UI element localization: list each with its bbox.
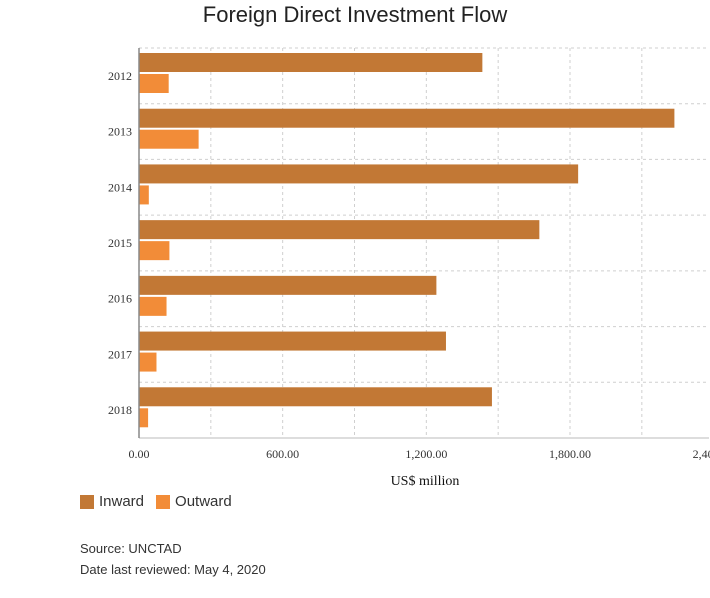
y-tick-label: 2012 <box>108 69 132 83</box>
bars <box>139 53 675 428</box>
bar-outward-2013[interactable] <box>139 129 199 149</box>
y-tick-label: 2014 <box>108 180 132 194</box>
y-tick-label: 2013 <box>108 125 132 139</box>
y-tick-label: 2017 <box>108 347 132 361</box>
x-axis-label: US$ million <box>391 474 460 489</box>
y-tick-label: 2016 <box>108 292 132 306</box>
legend-swatch-outward <box>156 494 171 509</box>
y-tick-label: 2015 <box>108 236 132 250</box>
bar-outward-2014[interactable] <box>139 185 149 205</box>
legend-item-inward[interactable]: Inward <box>80 493 144 510</box>
bar-inward-2015[interactable] <box>139 220 540 240</box>
y-tick-label: 2018 <box>108 403 132 417</box>
bar-outward-2015[interactable] <box>139 241 170 261</box>
legend-label-outward: Outward <box>175 493 232 510</box>
bar-inward-2017[interactable] <box>139 331 446 351</box>
legend-label-inward: Inward <box>99 493 145 510</box>
bar-outward-2016[interactable] <box>139 296 167 316</box>
bar-inward-2016[interactable] <box>139 275 437 295</box>
bar-outward-2018[interactable] <box>139 408 149 428</box>
x-tick-label: 1,800.00 <box>549 447 591 461</box>
source-note: Source: UNCTAD <box>80 541 182 556</box>
legend: Inward Outward <box>80 493 244 510</box>
bar-inward-2012[interactable] <box>139 53 483 72</box>
x-tick-label: 0.00 <box>129 447 150 461</box>
bar-outward-2017[interactable] <box>139 352 157 372</box>
x-tick-label: 600.00 <box>266 447 299 461</box>
grid-lines <box>139 47 709 439</box>
legend-swatch-inward <box>80 494 94 509</box>
y-tick-labels: 2012 2013 2014 2015 2016 2017 2018 <box>108 69 132 417</box>
bar-outward-2012[interactable] <box>139 74 169 93</box>
chart-notes: Source: UNCTAD Date last reviewed: May 4… <box>80 538 266 580</box>
reviewed-note: Date last reviewed: May 4, 2020 <box>80 562 266 577</box>
bar-inward-2018[interactable] <box>139 387 492 407</box>
bar-inward-2014[interactable] <box>139 164 579 184</box>
x-tick-label: 1,200.00 <box>405 447 447 461</box>
legend-item-outward[interactable]: Outward <box>156 493 232 510</box>
chart-title: Foreign Direct Investment Flow <box>202 2 508 27</box>
bar-inward-2013[interactable] <box>139 108 675 128</box>
x-tick-labels: 0.00 600.00 1,200.00 1,800.00 2,400.00 <box>129 447 710 461</box>
x-tick-label: 2,400.00 <box>693 447 710 461</box>
